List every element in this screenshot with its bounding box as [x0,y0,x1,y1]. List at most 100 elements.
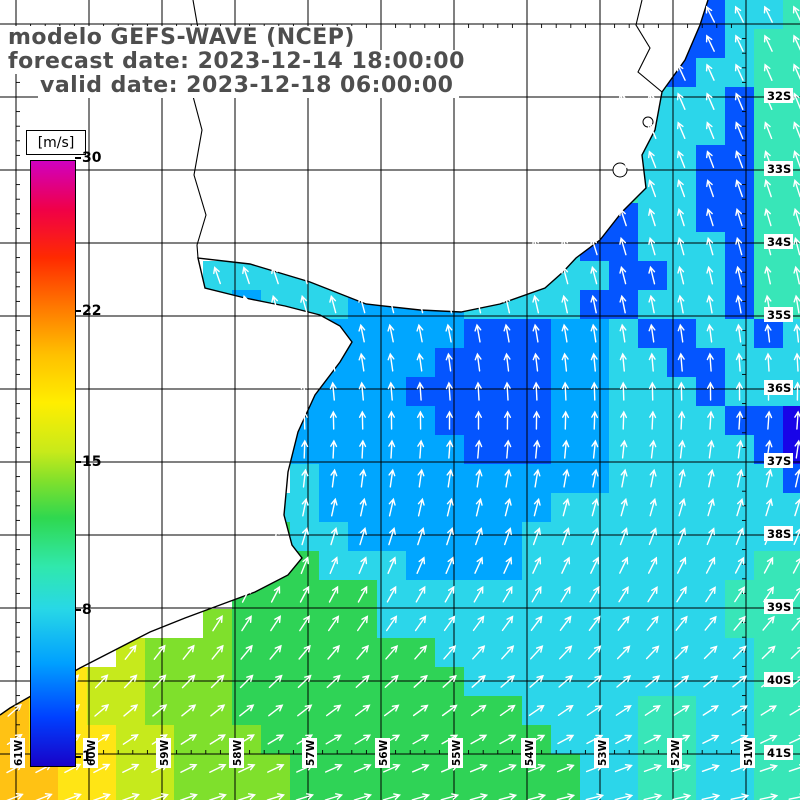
wind-arrow [643,764,662,773]
longitude-label: 51W [743,739,755,766]
wind-arrow [788,793,800,800]
wind-arrow [388,468,396,488]
wind-arrow [588,645,602,660]
wind-arrow [793,294,800,314]
wind-arrow [475,497,483,517]
wind-arrow [561,527,570,546]
wind-arrow [272,497,280,517]
wind-arrow [94,674,109,689]
wind-arrow [735,352,743,372]
wind-arrow [792,558,800,574]
wind-arrow [590,381,598,401]
wind-arrow [358,352,366,372]
wind-arrow [763,5,773,23]
wind-arrow [704,615,717,631]
wind-arrow [329,381,337,401]
wind-arrow [297,704,313,717]
colorbar-tick-label: 8 [82,602,92,618]
wind-arrow [649,410,657,430]
wind-arrow [701,793,721,800]
wind-arrow [562,410,570,430]
wind-arrow [213,294,221,314]
wind-arrow [387,323,395,343]
wind-arrow [734,556,745,574]
wind-arrow [590,179,599,198]
wind-arrow [618,92,628,110]
wind-arrow [678,468,686,488]
wind-arrow [301,526,309,546]
wind-arrow [702,734,720,744]
wind-arrow [765,468,773,488]
wind-arrow [471,674,486,688]
wind-arrow [475,439,483,459]
wind-arrow [502,585,513,603]
wind-arrow [388,526,396,546]
wind-arrow [387,352,395,372]
wind-arrow [677,352,685,372]
wind-arrow [645,645,660,660]
wind-arrow [701,764,720,772]
wind-arrow [793,352,800,372]
model-title: modelo GEFS-WAVE (NCEP) [6,26,360,50]
wind-arrow [788,764,800,772]
wind-arrow [730,793,750,800]
wind-arrow [503,352,511,372]
wind-arrow [271,556,280,575]
wind-arrow [268,674,283,689]
wind-arrow [414,615,427,632]
wind-arrow [556,764,575,773]
wind-arrow [416,352,424,372]
forecast-date: forecast date: 2023-12-14 18:00:00 [6,50,470,74]
wind-arrow [620,497,628,517]
wind-arrow [648,265,656,285]
wind-arrow [763,63,773,81]
wind-arrow [445,381,453,401]
wind-arrow [677,381,685,401]
wind-arrow [702,705,719,716]
wind-arrow [707,439,715,459]
wind-arrow [677,294,685,314]
wind-arrow [295,793,315,800]
wind-arrow [272,526,280,546]
wind-arrow [182,644,195,660]
wind-arrow [326,674,341,689]
wind-arrow [793,150,800,169]
wind-arrow [529,674,545,688]
wind-arrow [706,323,714,343]
lake-outline [642,116,654,128]
wind-arrow [677,527,686,546]
wind-arrow [559,645,573,660]
latitude-label: 34S [767,235,791,249]
colorbar-tick-mark [75,461,81,463]
wind-arrow [358,294,366,314]
wind-arrow [647,92,657,110]
wind-arrow [735,207,743,227]
wind-arrow [211,644,224,660]
wind-arrow [241,585,252,603]
wind-arrow [270,585,281,603]
wind-arrow [676,5,687,23]
wind-arrow [735,121,744,140]
wind-arrow [794,439,800,459]
wind-arrow [266,793,286,800]
wind-arrow [267,763,285,773]
wind-arrow [325,734,343,745]
wind-arrow [180,763,198,773]
wind-arrow [532,527,541,546]
wind-arrow [618,63,628,81]
wind-arrow [619,150,628,169]
wind-arrow [648,556,658,574]
wind-arrow [707,468,715,488]
wind-arrow [761,645,776,660]
wind-arrow [411,793,431,800]
wind-arrow [676,586,687,603]
wind-arrow [731,705,748,716]
wind-arrow [647,586,658,603]
wind-arrow [591,468,599,488]
wind-arrow [793,323,800,343]
wind-arrow [93,763,111,774]
wind-arrow [470,734,488,745]
wind-arrow [643,793,663,800]
wind-arrow [354,734,372,745]
wind-arrow [789,705,800,716]
